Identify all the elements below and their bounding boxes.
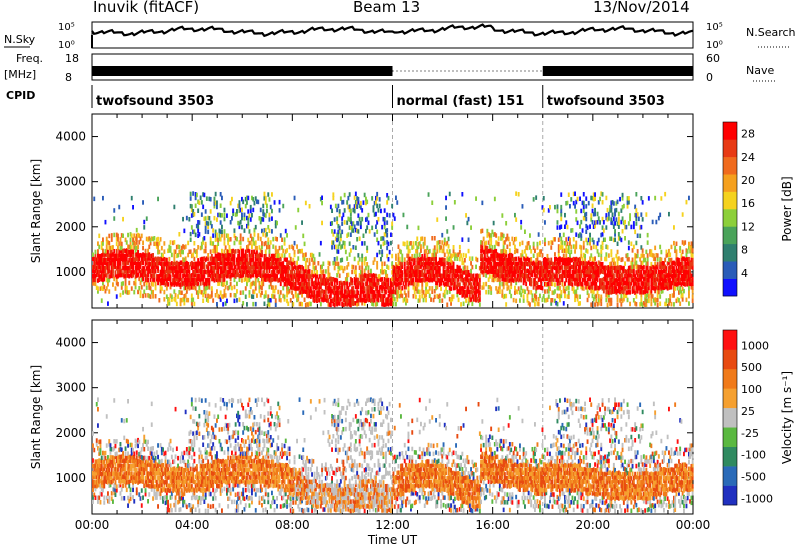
colorbar-tick-label: 4 — [741, 267, 748, 280]
y-tick-label: 4000 — [55, 130, 86, 144]
freq-bar — [542, 66, 693, 76]
colorbar-tick-label: 1000 — [741, 339, 769, 352]
colorbar-tick-label: 8 — [741, 244, 748, 257]
colorbar-swatch — [723, 368, 737, 389]
nsky-left-label: N.Sky — [4, 33, 36, 46]
cpid-segment-label: twofsound 3503 — [96, 94, 214, 109]
date-title: 13/Nov/2014 — [593, 0, 690, 16]
colorbar-label: Power [dB] — [780, 176, 794, 241]
x-tick-label: 00:00 — [75, 518, 110, 532]
x-tick-label: 12:00 — [375, 518, 410, 532]
x-tick-label: 16:00 — [475, 518, 510, 532]
nsearch-label: N.Search — [746, 26, 796, 39]
colorbar-tick-label: 12 — [741, 220, 755, 233]
y-tick-label: 4000 — [55, 336, 86, 350]
x-tick-label: 00:00 — [676, 518, 711, 532]
x-tick-label: 08:00 — [275, 518, 310, 532]
colorbar-tick-label: 500 — [741, 361, 762, 374]
freq-bar — [92, 66, 393, 76]
nsky-trace — [91, 23, 694, 38]
colorbar-tick-label: 25 — [741, 405, 755, 418]
x-axis-label: Time UT — [367, 533, 418, 547]
colorbar-swatch — [723, 156, 737, 175]
colorbar-swatch — [723, 466, 737, 486]
colorbar-tick-label: 100 — [741, 383, 762, 396]
colorbar-tick-label: -25 — [741, 427, 759, 440]
colorbar-swatch — [723, 191, 737, 210]
nsky-right-tick: 10⁰ — [706, 40, 723, 51]
nsky-left-tick: 10⁵ — [58, 22, 75, 33]
colorbar-swatch — [723, 407, 737, 428]
colorbar-frame — [722, 121, 738, 297]
x-tick-label: 20:00 — [576, 518, 611, 532]
y-tick-label: 2000 — [55, 220, 86, 234]
colorbar-swatch — [723, 278, 737, 297]
colorbar-swatch — [723, 209, 737, 227]
colorbar-swatch — [723, 485, 737, 506]
colorbar-swatch — [723, 243, 737, 262]
colorbar-swatch — [723, 122, 737, 140]
colorbar-swatch — [723, 139, 737, 158]
cpid-segment-label: twofsound 3503 — [547, 94, 665, 109]
beam-title: Beam 13 — [353, 0, 421, 16]
colorbar-tick-label: -100 — [741, 449, 766, 462]
velocity-heatmap — [92, 397, 694, 514]
colorbar-tick-label: 20 — [741, 174, 755, 187]
colorbar-tick-label: 16 — [741, 197, 755, 210]
colorbar-tick-label: 24 — [741, 151, 755, 164]
colorbar-tick-label: -1000 — [741, 492, 773, 505]
nave-tick: 0 — [706, 71, 713, 84]
colorbar-label: Velocity [m s⁻¹] — [780, 371, 794, 464]
colorbar-swatch — [723, 226, 737, 245]
y-tick-label: 3000 — [55, 175, 86, 189]
colorbar-tick-label: 28 — [741, 128, 755, 141]
cpid-segment-label: normal (fast) 151 — [397, 94, 525, 109]
nsky-right-tick: 10⁵ — [706, 22, 723, 33]
colorbar-swatch — [723, 349, 737, 370]
nave-tick: 60 — [706, 52, 720, 65]
colorbar-swatch — [723, 261, 737, 279]
freq-label: Freq. — [16, 52, 43, 65]
power-heatmap — [92, 191, 694, 308]
y-tick-label: 2000 — [55, 426, 86, 440]
colorbar-swatch — [723, 388, 737, 409]
x-tick-label: 04:00 — [175, 518, 210, 532]
y-tick-label: 3000 — [55, 381, 86, 395]
freq-tick: 8 — [65, 71, 72, 84]
colorbar-frame — [722, 329, 738, 506]
freq-tick: 18 — [65, 52, 79, 65]
nave-label: Nave — [746, 64, 774, 77]
y-axis-label: Slant Range [km] — [29, 365, 43, 469]
colorbar-tick-label: -500 — [741, 471, 766, 484]
y-axis-label: Slant Range [km] — [29, 159, 43, 263]
freq-unit-label: [MHz] — [4, 68, 36, 81]
cpid-label: CPID — [6, 89, 35, 102]
nsky-left-tick: 10⁰ — [58, 40, 75, 51]
colorbar-swatch — [723, 330, 737, 350]
colorbar-swatch — [723, 174, 737, 192]
y-tick-label: 1000 — [55, 265, 86, 279]
colorbar-swatch — [723, 446, 737, 467]
station-title: Inuvik (fitACF) — [93, 0, 200, 16]
y-tick-label: 1000 — [55, 471, 86, 485]
colorbar-swatch — [723, 427, 737, 447]
